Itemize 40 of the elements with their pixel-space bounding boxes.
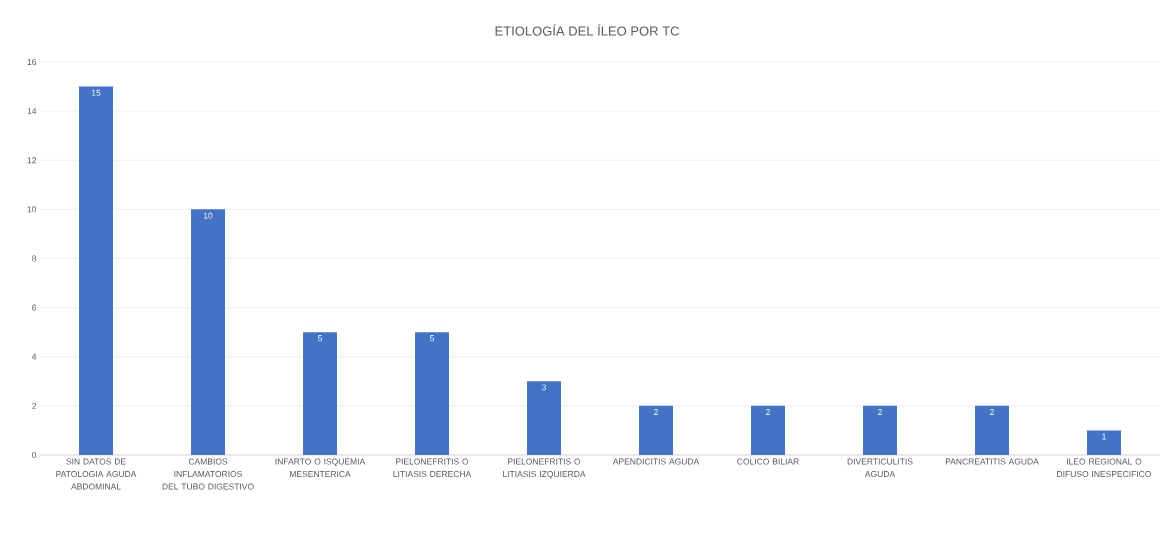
y-tick-label: 14	[27, 108, 37, 115]
bar	[1087, 430, 1121, 455]
x-tick-label: INFARTO O ISQUEMIA MESENTERICA	[275, 458, 366, 478]
data-label: 2	[878, 409, 882, 415]
data-label: 10	[203, 212, 213, 219]
y-tick-label: 6	[32, 304, 37, 311]
data-label: 15	[91, 89, 101, 96]
y-tick-label: 0	[32, 451, 37, 458]
x-tick-label: COLICO BILIAR	[737, 458, 799, 465]
bar	[527, 381, 562, 455]
data-label: 2	[766, 409, 770, 415]
bar	[415, 332, 450, 455]
bar	[191, 209, 226, 455]
bar	[751, 405, 785, 455]
data-label: 1	[1102, 433, 1106, 440]
data-label: 5	[429, 335, 435, 342]
x-tick-label: PANCREATITIS AGUDA	[945, 458, 1039, 465]
bar	[639, 405, 674, 455]
x-tick-label: SIN DATOS DE PATOLOGIA AGUDA ABDOMINAL	[56, 458, 137, 490]
bar	[79, 86, 114, 455]
data-label: 5	[317, 335, 323, 342]
y-tick-label: 10	[27, 206, 37, 213]
y-tick-label: 2	[32, 402, 37, 409]
y-tick-label: 8	[32, 255, 37, 262]
y-tick-label: 4	[31, 353, 37, 360]
chart-title: ETIOLOGÍA DEL ÍLEO POR TC	[495, 24, 679, 36]
y-tick-label: 12	[27, 157, 37, 164]
y-tick-label: 16	[27, 58, 37, 65]
bar	[303, 332, 338, 455]
bar	[863, 405, 897, 455]
x-tick-label: PIELONEFRITIS O LITIASIS IZQUIERDA	[503, 458, 586, 479]
data-label: 3	[541, 384, 546, 391]
x-tick-label: APENDICITIS AGUDA	[612, 458, 700, 465]
bar	[975, 405, 1009, 455]
x-tick-label: PIELONEFRITIS O LITIASIS DERECHA	[393, 458, 472, 478]
x-tick-label: CAMBIOS INFLAMATORIOS DEL TUBO DIGESTIVO	[162, 458, 254, 490]
data-label: 2	[654, 409, 658, 415]
data-label: 2	[990, 409, 994, 415]
x-tick-label: ILEO REGIONAL O DIFUSO INESPECIFICO	[1057, 458, 1152, 478]
x-tick-label: DIVERTICULITIS AGUDA	[847, 458, 913, 478]
